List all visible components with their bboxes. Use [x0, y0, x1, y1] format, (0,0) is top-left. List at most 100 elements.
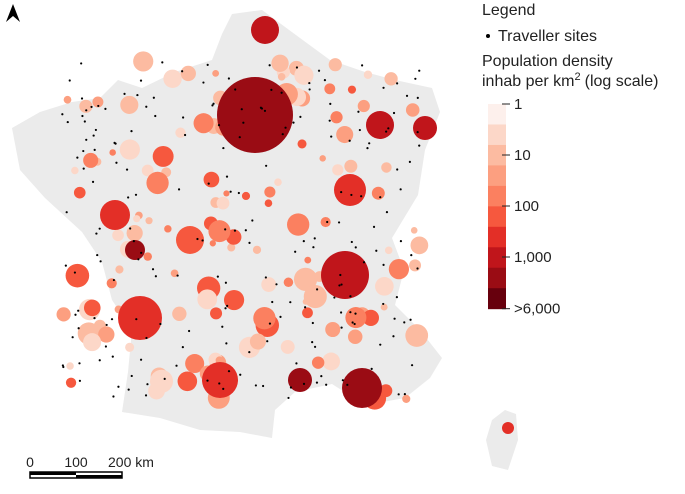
scale-bar-segment [30, 472, 76, 475]
traveller-site [130, 130, 133, 133]
traveller-site [145, 105, 148, 108]
color-tick-label: >6,000 [514, 301, 560, 318]
traveller-site [416, 131, 419, 134]
traveller-site [340, 326, 343, 329]
traveller-site [289, 301, 292, 304]
urban-area [502, 422, 514, 434]
density-area [197, 289, 218, 310]
density-area [65, 263, 90, 288]
traveller-site [132, 240, 135, 243]
traveller-site [346, 383, 349, 386]
traveller-site [329, 102, 332, 106]
density-area [294, 65, 314, 85]
traveller-site [393, 317, 396, 320]
traveller-site [392, 335, 395, 338]
density-area [384, 246, 393, 255]
traveller-site [351, 321, 354, 324]
traveller-site [287, 396, 290, 400]
traveller-site [403, 321, 406, 324]
density-area [362, 309, 379, 327]
traveller-site [354, 312, 357, 315]
traveller-site [313, 237, 316, 240]
density-area [212, 69, 220, 77]
density-area [409, 259, 422, 272]
traveller-site [182, 116, 185, 119]
density-area [304, 256, 312, 264]
unit-exponent: 2 [575, 71, 581, 83]
traveller-site [315, 381, 319, 384]
density-area [277, 72, 286, 81]
traveller-site [73, 271, 77, 274]
traveller-site [226, 304, 229, 307]
traveller-site [353, 322, 356, 326]
traveller-site [61, 364, 64, 367]
density-area [381, 162, 392, 173]
traveller-site [129, 227, 132, 230]
traveller-site [385, 210, 389, 214]
density-area [92, 96, 104, 108]
density-area [66, 362, 74, 370]
color-band [488, 267, 506, 289]
traveller-site [206, 63, 209, 66]
traveller-site [399, 240, 403, 243]
traveller-site [85, 138, 88, 141]
traveller-site [95, 232, 98, 235]
color-band [488, 206, 506, 228]
traveller-site [397, 393, 400, 396]
traveller-site [81, 114, 84, 118]
traveller-site [358, 128, 361, 132]
traveller-site [221, 325, 224, 328]
density-area [209, 240, 216, 247]
traveller-site [265, 164, 268, 167]
density-area [223, 190, 230, 197]
density-area [322, 352, 341, 371]
traveller-site [145, 336, 148, 340]
urban-area [334, 174, 366, 206]
density-area [112, 229, 124, 242]
density-area [363, 70, 373, 79]
traveller-site [279, 315, 282, 318]
density-area [83, 299, 101, 317]
traveller-site [104, 345, 107, 348]
traveller-site [74, 313, 77, 316]
traveller-site [361, 64, 364, 67]
traveller-site [78, 379, 82, 382]
traveller-site [270, 88, 273, 91]
traveller-site [340, 190, 343, 194]
traveller-site [268, 64, 271, 67]
traveller-site [90, 105, 93, 109]
traveller-site [325, 383, 328, 386]
density-area [172, 306, 187, 321]
traveller-site [233, 229, 237, 232]
traveller-site [260, 107, 264, 110]
scale-bar-segment [76, 475, 122, 478]
traveller-site [289, 386, 293, 389]
traveller-site [410, 364, 414, 367]
traveller-site [92, 134, 95, 137]
traveller-site [207, 182, 210, 185]
density-area [175, 127, 186, 138]
traveller-site [183, 133, 187, 137]
traveller-site [302, 382, 306, 385]
traveller-site [152, 96, 155, 99]
density-area [303, 285, 327, 309]
density-area [170, 269, 179, 278]
traveller-site [112, 278, 116, 282]
traveller-site [341, 379, 344, 382]
traveller-site [104, 107, 107, 110]
traveller-site [229, 190, 232, 193]
scale-label: 0 [26, 454, 34, 470]
density-area [253, 307, 276, 330]
traveller-site [302, 240, 305, 243]
traveller-site [76, 156, 79, 159]
traveller-site [382, 86, 385, 89]
traveller-site [64, 264, 67, 267]
traveller-site [251, 219, 254, 222]
traveller-site [311, 321, 314, 325]
traveller-site [224, 228, 227, 231]
density-area [384, 72, 398, 86]
density-area [280, 339, 295, 354]
scale-label: 100 [64, 454, 88, 470]
density-area [143, 252, 152, 261]
density-area [223, 289, 245, 311]
